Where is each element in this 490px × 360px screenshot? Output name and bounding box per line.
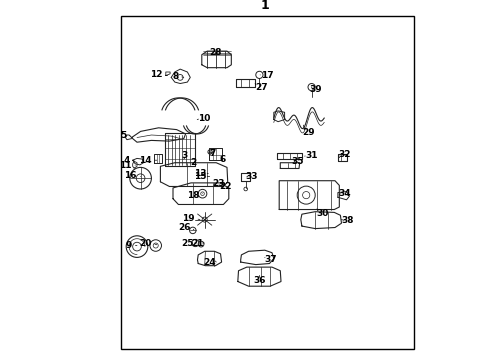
Text: 17: 17 <box>261 71 274 80</box>
Text: 12: 12 <box>150 70 162 79</box>
Text: 31: 31 <box>305 151 318 160</box>
Text: 24: 24 <box>203 258 216 266</box>
Text: 2: 2 <box>190 158 196 167</box>
Text: 34: 34 <box>338 189 350 198</box>
Text: 8: 8 <box>172 72 178 81</box>
Text: 11: 11 <box>119 161 132 170</box>
Text: 30: 30 <box>316 209 329 217</box>
Text: 7: 7 <box>209 149 216 158</box>
Text: 35: 35 <box>292 157 304 166</box>
Text: 20: 20 <box>139 238 151 248</box>
Text: 23: 23 <box>212 179 224 188</box>
Text: 36: 36 <box>253 276 266 284</box>
Text: 28: 28 <box>209 48 222 57</box>
Text: 4: 4 <box>123 156 130 165</box>
Text: 33: 33 <box>245 172 258 181</box>
Text: 22: 22 <box>219 182 232 191</box>
Text: 14: 14 <box>139 156 151 165</box>
Text: 10: 10 <box>198 113 211 122</box>
Text: 39: 39 <box>310 85 322 94</box>
Text: 19: 19 <box>182 214 195 223</box>
Text: 21: 21 <box>191 238 204 248</box>
Text: 26: 26 <box>178 223 190 232</box>
Text: 5: 5 <box>120 130 126 139</box>
Bar <box>121 16 414 349</box>
Text: 1: 1 <box>260 0 269 12</box>
Text: 32: 32 <box>339 150 351 159</box>
Text: 13: 13 <box>194 169 206 178</box>
Text: 18: 18 <box>187 191 199 199</box>
Text: 3: 3 <box>181 151 187 160</box>
Text: 6: 6 <box>220 154 226 163</box>
Text: 29: 29 <box>303 128 315 137</box>
Text: 9: 9 <box>125 241 132 250</box>
Text: 38: 38 <box>342 216 354 225</box>
Text: 37: 37 <box>264 256 277 264</box>
Text: 16: 16 <box>124 171 137 180</box>
Text: 25: 25 <box>181 238 194 248</box>
Text: 27: 27 <box>255 83 268 91</box>
Text: 15: 15 <box>194 172 206 181</box>
